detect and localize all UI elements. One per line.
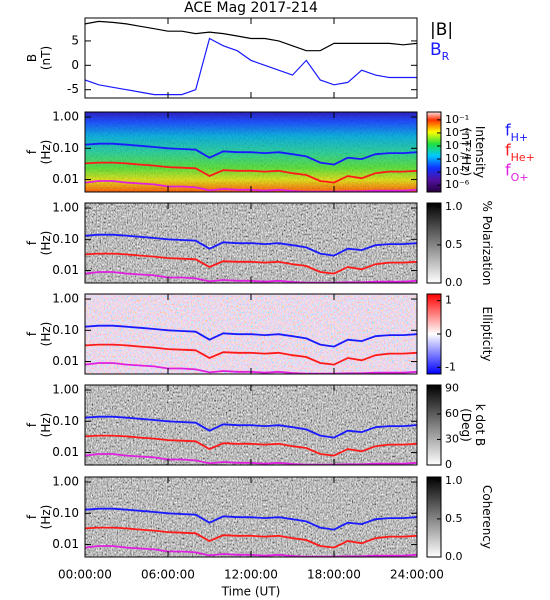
y-tick-label: -5 [67,82,79,96]
colorbar-label-line: Ellipticity [481,307,495,362]
legend-label: BR [430,40,450,63]
legend-label: fO+ [505,161,529,184]
series-line [85,343,417,366]
colorbar [426,202,442,284]
colorbar-tick-label: 10⁻¹ [445,113,469,126]
y-axis-label-line: (Hz) [39,231,53,256]
y-axis-label: B(nT) [25,46,53,70]
colorbar-tick-label: 1.0 [445,474,463,487]
y-tick-label: 1.00 [52,110,79,124]
colorbar-tick-label: 30 [445,432,459,445]
colorbar-label-line: (Deg) [460,408,474,442]
y-tick-label: 0.10 [52,506,79,520]
series-line [85,507,417,531]
y-axis-label-line: (Hz) [39,322,53,347]
plot-frame [84,17,418,99]
colorbar [426,384,442,466]
series-line [85,252,417,275]
x-axis-label: Time (UT) [221,585,281,599]
y-tick-label: 0.01 [52,172,79,186]
y-tick-label: 1.00 [52,292,79,306]
y-axis-label: f(Hz) [25,322,53,347]
y-axis-label-line: f [25,240,39,245]
colorbar-tick-label: 10⁻⁶ [445,178,470,191]
y-axis-label-line: (Hz) [39,505,53,530]
y-tick-label: 0.10 [52,323,79,337]
series-line [85,233,417,257]
colorbar-tick-label: 1.0 [445,200,463,213]
y-axis-label: f(Hz) [25,413,53,438]
colorbar-tick-label: 0.5 [445,238,463,251]
y-axis-label-line: f [25,149,39,154]
y-tick-label: 0.01 [52,354,79,368]
colorbar-tick-label: 10⁻⁵ [445,165,469,178]
colorbar-tick-label: 10⁻² [445,126,469,139]
colorbar-label: % Polarization [481,201,495,286]
y-axis-label-line: f [25,422,39,427]
colorbar-tick-label: 10⁻³ [445,139,469,152]
y-axis-label: f(Hz) [25,231,53,256]
y-axis-label-line: f [25,514,39,519]
y-tick-label: 0.10 [52,232,79,246]
y-tick-label: 0.01 [52,263,79,277]
colorbar-tick-label: 0 [445,458,452,471]
y-axis-label-line: (Hz) [39,413,53,438]
legend-label: |B| [430,20,453,40]
y-tick-label: 0.10 [52,414,79,428]
y-axis-label-line: B [25,54,39,62]
x-tick-label: 12:00:00 [224,568,278,582]
y-axis-label: f(Hz) [25,505,53,530]
colorbar-label: Coherency [481,485,495,549]
colorbar-tick-label: 0.5 [445,512,463,525]
colorbar-label-line: (nT²/Hz) [460,128,474,176]
colorbar-label-line: Coherency [481,485,495,549]
y-axis-label-line: (Hz) [39,140,53,165]
colorbar-tick-label: 90 [445,381,459,394]
chart-title: ACE Mag 2017-214 [184,0,318,16]
x-tick-label: 24:00:00 [390,568,444,582]
colorbar-tick-label: 0.0 [445,550,463,563]
y-tick-label: 0.10 [52,141,79,155]
series-line [85,434,417,457]
colorbar-tick-label: 1 [445,294,452,307]
x-tick-label: 00:00:00 [58,568,112,582]
colorbar-tick-label: 0 [445,327,452,340]
y-axis-label: f(Hz) [25,140,53,165]
y-tick-label: 0.01 [52,445,79,459]
colorbar-label-line: Intensity [474,126,488,178]
series-line [85,37,417,96]
series-line [85,415,417,439]
x-tick-label: 06:00:00 [141,568,195,582]
colorbar-tick-label: 60 [445,407,459,420]
series-line [85,526,417,549]
x-tick-label: 18:00:00 [307,568,361,582]
colorbar [426,111,442,193]
series-line [85,324,417,348]
y-axis-label-line: (nT) [39,46,53,70]
series-line [85,142,417,166]
series-line [85,161,417,184]
y-tick-label: 1.00 [52,201,79,215]
colorbar-tick-label: 10⁻⁴ [445,152,470,165]
y-axis-label-line: f [25,331,39,336]
colorbar-label: Intensity(nT²/Hz) [460,126,488,178]
colorbar-label-line: k dot B [474,404,488,446]
colorbar-label-line: % Polarization [481,201,495,286]
colorbar-label: Ellipticity [481,307,495,362]
colorbar-tick-label: 0.0 [445,276,463,289]
colorbar-tick-label: -1 [445,360,456,373]
y-tick-label: 1.00 [52,383,79,397]
y-tick-label: 0 [71,58,79,72]
colorbar-label: k dot B(Deg) [460,404,488,446]
y-tick-label: 1.00 [52,475,79,489]
y-tick-label: 5 [71,33,79,47]
series-line [85,20,417,52]
colorbar [426,476,442,558]
y-tick-label: 0.01 [52,537,79,551]
